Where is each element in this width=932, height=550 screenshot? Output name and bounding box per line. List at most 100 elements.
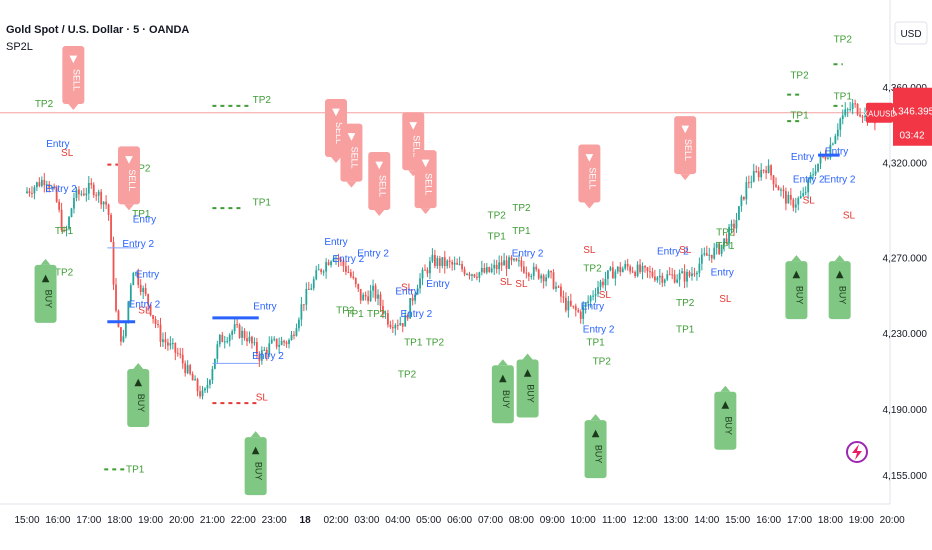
sell-signal[interactable]: ▼ SELL	[62, 46, 85, 111]
candle-body	[802, 193, 805, 197]
candle-body	[780, 189, 782, 191]
buy-signal[interactable]: ▲ BUY	[127, 363, 150, 428]
tp-label: TP2	[253, 95, 272, 106]
candle-body	[213, 358, 216, 369]
candle-body	[85, 193, 88, 196]
buy-text: BUY	[501, 390, 511, 409]
sell-signal[interactable]: ▼ SELL	[368, 152, 391, 217]
buy-signal[interactable]: ▲ BUY	[244, 431, 267, 496]
candle-body	[184, 363, 187, 374]
candle-body	[387, 313, 389, 325]
candle-body	[35, 182, 38, 188]
candle-body	[312, 279, 315, 289]
x-tick-label: 16:00	[756, 515, 781, 526]
candle-body	[45, 184, 48, 186]
candle-body	[443, 257, 446, 267]
candle-body	[728, 226, 730, 244]
lightning-icon[interactable]	[846, 441, 868, 463]
candle-body	[231, 331, 234, 335]
entry-label: Entry	[791, 152, 814, 163]
sell-text: SELL	[127, 169, 137, 191]
candle-body	[730, 223, 733, 227]
sell-signal[interactable]: ▼ SELL	[414, 150, 437, 215]
buy-arrow-icon: ▲	[721, 400, 729, 411]
candle-body	[750, 181, 753, 183]
candle-body	[636, 264, 639, 277]
x-tick-label: 23:00	[262, 515, 287, 526]
candle-body	[223, 341, 226, 343]
entry-label: Entry	[46, 139, 69, 150]
candle-body	[495, 264, 498, 270]
candle-body	[557, 286, 560, 288]
signal-box	[414, 150, 437, 209]
candle-body	[228, 334, 231, 341]
candle-body	[782, 189, 785, 192]
candle-body	[829, 144, 832, 158]
sell-signal[interactable]: ▼ SELL	[117, 146, 140, 211]
candle-body	[139, 284, 142, 293]
x-tick-label: 21:00	[200, 515, 225, 526]
candle-body	[305, 288, 308, 305]
candle-body	[542, 275, 545, 282]
signal-pointer	[123, 204, 134, 211]
buy-text: BUY	[254, 462, 264, 481]
candle-body	[238, 324, 241, 338]
signal-pointer	[420, 208, 431, 215]
candle-body	[251, 336, 253, 344]
signal-pointer	[133, 363, 144, 370]
candle-body	[785, 191, 787, 204]
candle-body	[433, 254, 436, 266]
candle-body	[641, 266, 644, 272]
candle-body	[488, 267, 491, 272]
candle-body	[63, 230, 65, 232]
buy-signal[interactable]: ▲ BUY	[714, 385, 737, 450]
buy-signal[interactable]: ▲ BUY	[516, 353, 539, 418]
candle-body	[377, 294, 379, 299]
candle-body	[379, 294, 382, 306]
candle-body	[65, 228, 68, 231]
x-tick-label: 18:00	[107, 515, 132, 526]
candle-body	[357, 284, 360, 289]
candle-body	[619, 266, 622, 273]
buy-signal[interactable]: ▲ BUY	[34, 258, 57, 323]
sl-label: SL	[515, 279, 528, 290]
candle-body	[438, 258, 441, 266]
candle-body	[310, 288, 313, 290]
signal-box	[34, 264, 57, 323]
signal-pointer	[834, 255, 845, 262]
candle-body	[678, 273, 681, 280]
signal-box	[491, 365, 514, 424]
candle-body	[762, 169, 765, 171]
buy-signal[interactable]: ▲ BUY	[584, 414, 607, 479]
x-tick-label: 05:00	[416, 515, 441, 526]
candle-body	[186, 365, 189, 374]
candle-body	[218, 334, 221, 345]
candle-body	[290, 334, 293, 340]
tp-label: TP2	[512, 203, 531, 214]
candle-body	[298, 319, 300, 329]
candle-body	[78, 189, 80, 195]
sell-signal[interactable]: ▼ SELL	[578, 144, 601, 209]
candle-body	[97, 191, 100, 196]
buy-signal[interactable]: ▲ BUY	[491, 359, 514, 424]
price-tag-box	[893, 87, 932, 146]
candle-body	[705, 253, 708, 256]
candle-body	[535, 266, 538, 270]
candle-body	[342, 260, 345, 267]
indicator-label[interactable]: SP2L	[6, 41, 33, 53]
candle-body	[115, 284, 117, 311]
signal-box	[117, 146, 140, 205]
tp-label: TP2	[55, 267, 74, 278]
sell-signal[interactable]: ▼ SELL	[340, 123, 363, 188]
sell-signal[interactable]: ▼ SELL	[674, 116, 697, 181]
candle-body	[700, 254, 703, 264]
tp-label: TP2	[336, 305, 355, 316]
tp-label: TP2	[716, 228, 735, 239]
buy-signal[interactable]: ▲ BUY	[785, 255, 808, 320]
lightning-bolt	[852, 444, 862, 460]
buy-signal[interactable]: ▲ BUY	[828, 255, 851, 320]
candle-body	[344, 266, 347, 272]
candle-body	[819, 156, 822, 164]
candle-body	[70, 208, 73, 217]
